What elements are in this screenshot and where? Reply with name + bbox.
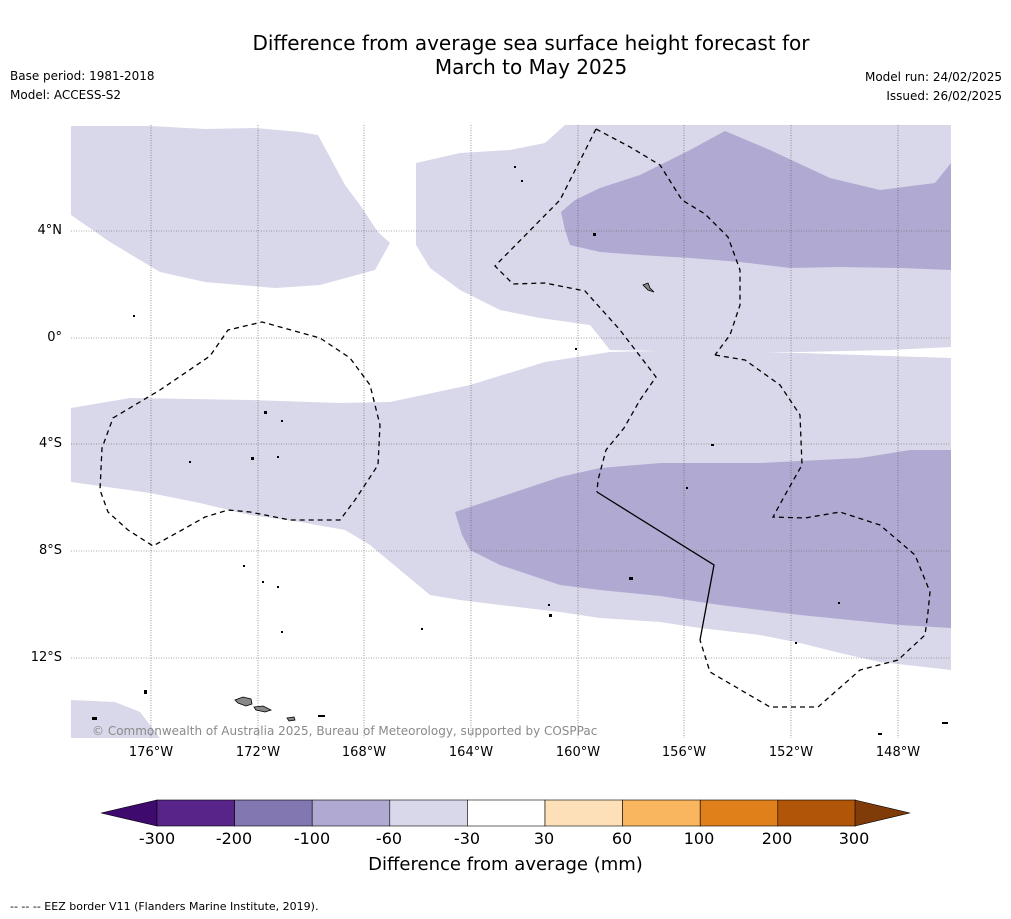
colorbar-under-arrow — [100, 799, 158, 827]
base-period: Base period: 1981-2018 — [10, 69, 155, 83]
island-small-11 — [575, 348, 577, 350]
island-small-8 — [878, 733, 882, 735]
colorbar-box — [622, 799, 701, 827]
colorbar — [100, 799, 911, 827]
island-small-2 — [838, 602, 840, 604]
anomaly-region-mid-south — [455, 450, 951, 628]
island-manua — [318, 715, 325, 717]
colorbar-box — [777, 799, 856, 827]
title-line-2: March to May 2025 — [434, 55, 628, 79]
colorbar-box — [311, 799, 391, 827]
colorbar-box — [544, 799, 623, 827]
island-tokelau-2 — [549, 614, 552, 617]
lon-label-152w: 152°W — [768, 745, 814, 760]
colorbar-tick: -100 — [293, 829, 331, 848]
meta-left: Base period: 1981-2018 Model: ACCESS-S2 — [10, 67, 155, 105]
lat-label-4s: 4°S — [38, 436, 62, 451]
island-small-7 — [281, 631, 283, 633]
issued-date: Issued: 26/02/2025 — [886, 89, 1002, 103]
colorbar-boxes — [156, 799, 856, 827]
island-line-2 — [686, 487, 688, 489]
colorbar-tick: -200 — [215, 829, 253, 848]
eez-border-french-polynesia — [699, 354, 931, 708]
island-futuna — [92, 717, 97, 720]
colorbar-box — [156, 799, 235, 827]
island-palmyra — [521, 180, 523, 182]
island-kingman — [514, 166, 516, 168]
island-phoenix-5 — [277, 456, 279, 458]
island-small-3 — [795, 642, 797, 644]
lon-label-156w: 156°W — [661, 745, 707, 760]
map-plot-area — [71, 125, 951, 738]
island-small-6 — [277, 586, 279, 588]
colorbar-box — [467, 799, 546, 827]
island-tutuila — [286, 716, 296, 722]
lon-label-160w: 160°W — [555, 745, 601, 760]
lat-label-0: 0° — [47, 330, 62, 345]
eez-footnote: -- -- -- EEZ border V11 (Flanders Marine… — [10, 900, 319, 913]
island-wallis — [144, 690, 147, 694]
colorbar-box — [389, 799, 468, 827]
eez-border-kiribati-line-north — [595, 128, 741, 356]
eez-border-kiribati-line-west — [494, 128, 657, 493]
colorbar-box — [699, 799, 779, 827]
copyright-notice: © Commonwealth of Australia 2025, Bureau… — [92, 724, 598, 738]
lon-label-172w: 172°W — [235, 745, 281, 760]
island-phoenix-1 — [264, 411, 267, 414]
model-run: Model run: 24/02/2025 — [864, 70, 1002, 84]
map-gridlines — [71, 125, 951, 738]
island-line-3 — [629, 577, 633, 580]
islands — [92, 166, 948, 735]
meta-right: Model run: 24/02/2025 Issued: 26/02/2025 — [865, 68, 1002, 106]
eez-boundary-solid — [596, 491, 715, 641]
island-small-4 — [243, 565, 245, 567]
island-small-10 — [133, 315, 135, 317]
model-name: Model: ACCESS-S2 — [10, 88, 122, 102]
colorbar-tick: 60 — [611, 829, 633, 848]
lon-label-168w: 168°W — [341, 745, 387, 760]
colorbar-tick: 100 — [683, 829, 715, 848]
island-tokelau-1 — [548, 604, 550, 606]
island-phoenix-4 — [251, 457, 254, 460]
island-small-1 — [421, 628, 423, 630]
colorbar-tick: 200 — [761, 829, 793, 848]
map-title: Difference from average sea surface heig… — [180, 31, 882, 79]
colorbar-over-arrow — [854, 799, 911, 827]
anomaly-region-light-southwest-corner — [71, 700, 160, 738]
island-phoenix-3 — [189, 461, 191, 463]
colorbar-tick: -60 — [375, 829, 403, 848]
lat-label-4n: 4°N — [37, 223, 63, 238]
island-tabuaeran — [593, 233, 596, 236]
colorbar-box — [234, 799, 313, 827]
title-line-1: Difference from average sea surface heig… — [252, 31, 810, 55]
island-kiritimati — [642, 282, 655, 293]
colorbar-tick: -300 — [138, 829, 176, 848]
island-small-9 — [942, 722, 948, 724]
island-phoenix-2 — [281, 420, 283, 422]
island-savaii — [234, 696, 253, 707]
colorbar-tick: 300 — [838, 829, 870, 848]
lon-label-148w: 148°W — [875, 745, 921, 760]
colorbar-tick: -30 — [453, 829, 481, 848]
anomaly-region-mid-north — [561, 131, 951, 270]
island-upolu — [253, 705, 273, 713]
eez-border-kiribati-phoenix — [99, 321, 381, 547]
lat-label-8s: 8°S — [38, 543, 62, 558]
island-line-1 — [711, 444, 714, 446]
island-small-5 — [262, 581, 264, 583]
lon-label-164w: 164°W — [448, 745, 494, 760]
lon-label-176w: 176°W — [128, 745, 174, 760]
colorbar-tick: 30 — [533, 829, 555, 848]
colorbar-title: Difference from average (mm) — [368, 854, 643, 875]
lat-label-12s: 12°S — [30, 650, 62, 665]
